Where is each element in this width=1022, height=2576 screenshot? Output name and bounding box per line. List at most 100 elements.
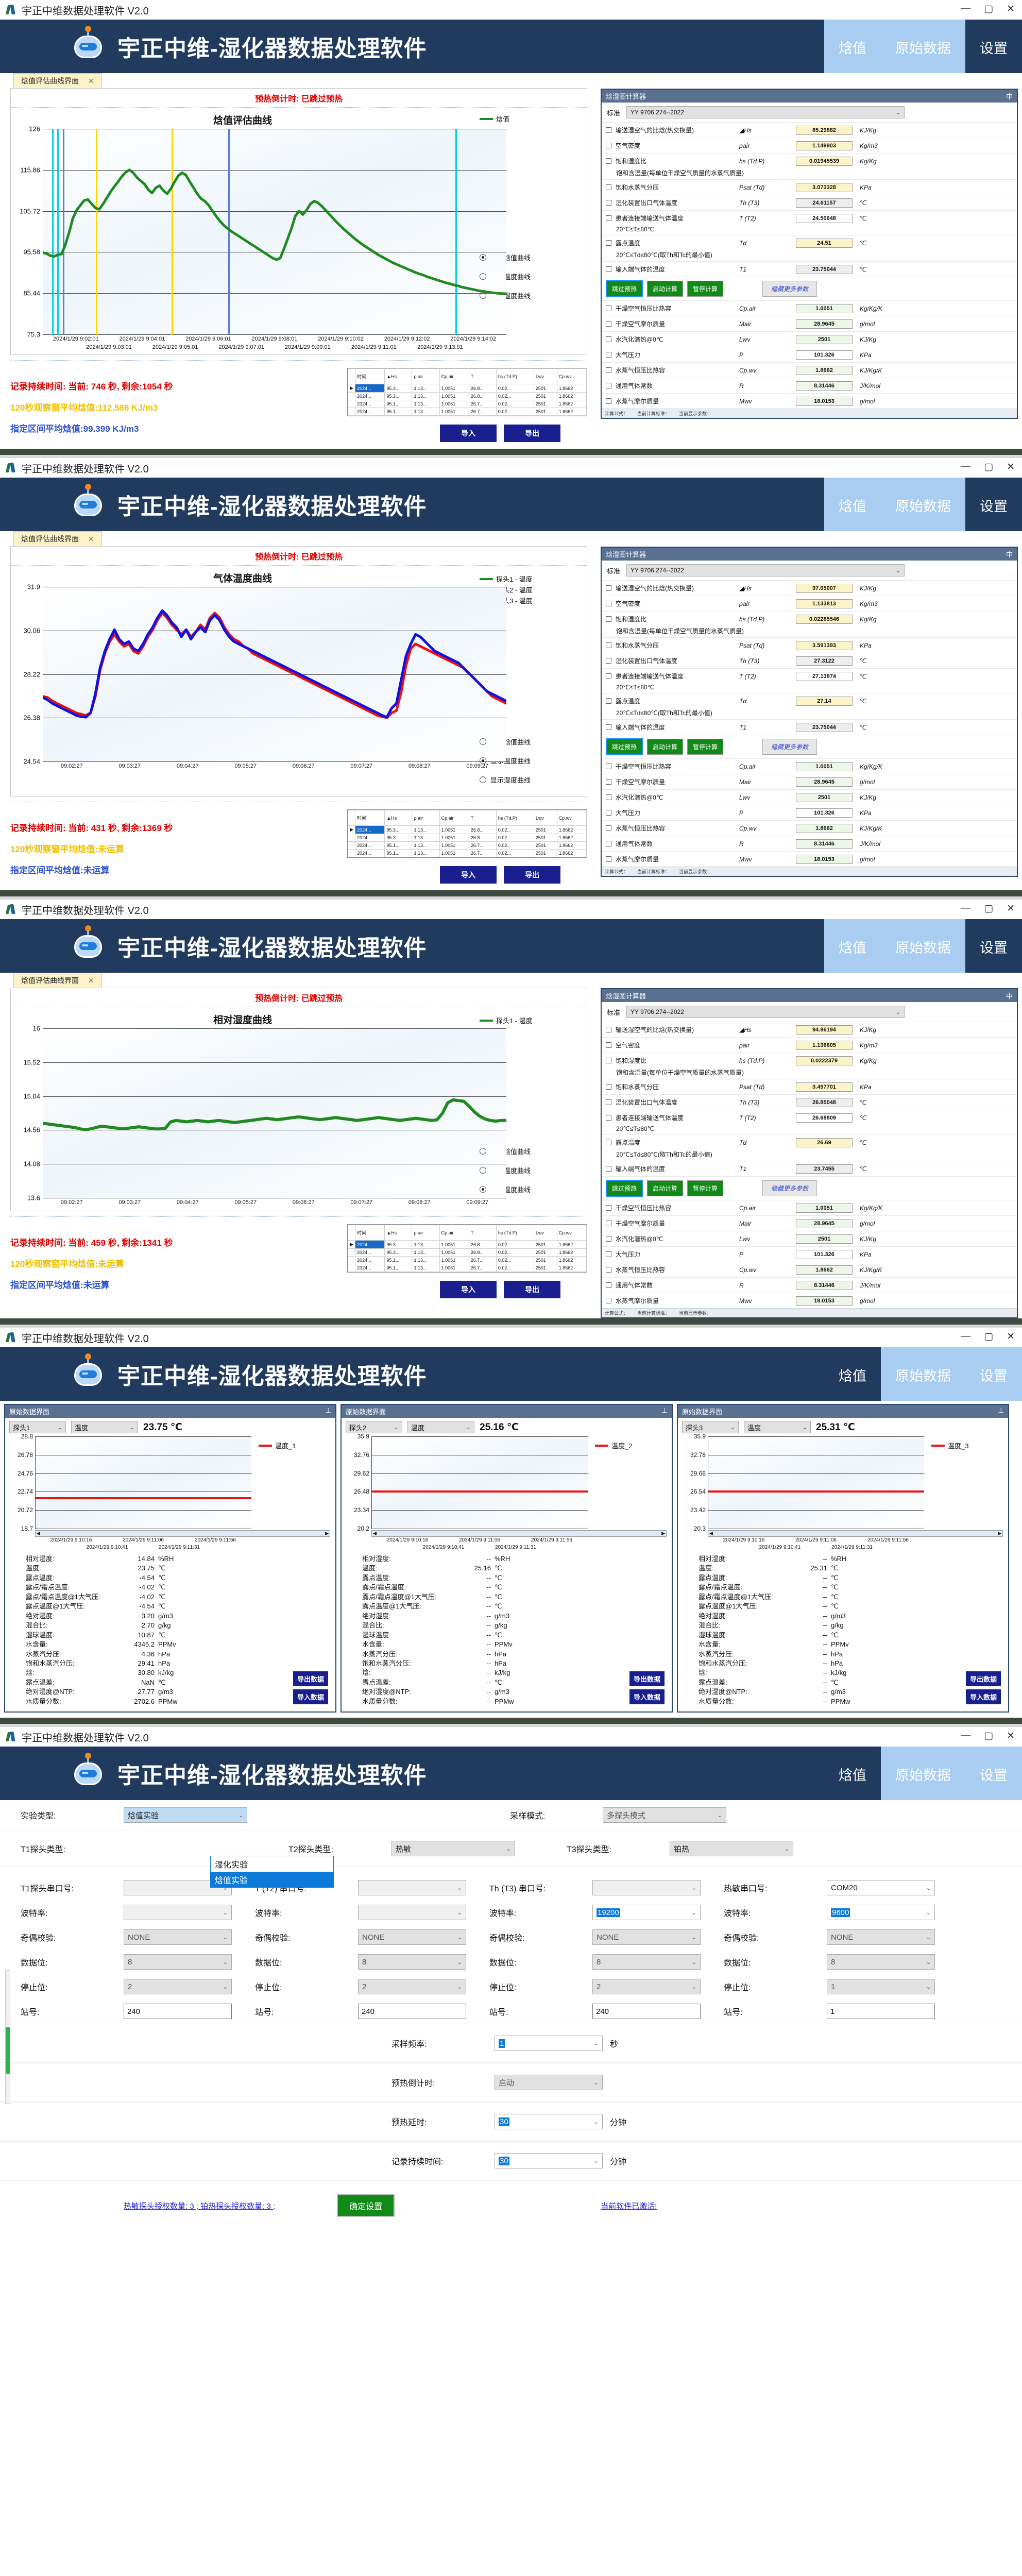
dropdown-option-0[interactable]: 湿化实验: [215, 1861, 248, 1870]
param-checkbox-7[interactable]: [606, 1166, 611, 1172]
activation-status[interactable]: 当前软件已激活!: [601, 2201, 657, 2211]
param-value-5[interactable]: 24.50648: [796, 213, 853, 223]
param-checkbox-0[interactable]: [606, 1027, 611, 1032]
param-value-6[interactable]: 27.14: [796, 696, 853, 706]
table-row[interactable]: 2024... 95.1... 1.13... 1.0051 26.7... 0.02..…: [348, 841, 587, 850]
param-value-2[interactable]: 0.02285546: [796, 614, 853, 624]
grid-cell-2-7[interactable]: 1.8662: [556, 400, 587, 408]
grid-cell-1-1[interactable]: 95.3...: [384, 392, 413, 400]
data-select-1[interactable]: 8 ⌄: [358, 1954, 466, 1970]
pin-icon-0[interactable]: ⊥: [325, 1406, 331, 1414]
maximize-button[interactable]: ▢: [984, 1331, 994, 1342]
grid-cell-3-7[interactable]: 1.8662: [556, 849, 587, 857]
station-input-0[interactable]: 240: [124, 2004, 232, 2020]
close-icon[interactable]: ✕: [88, 76, 94, 85]
extra-param-value-5[interactable]: 8.31446: [796, 1280, 853, 1290]
minimize-button[interactable]: —: [961, 461, 971, 472]
t2-type-select[interactable]: 热敏 ⌄: [391, 1841, 515, 1857]
grid-cell-0-6[interactable]: 2501: [533, 825, 557, 834]
maximize-button[interactable]: ▢: [984, 4, 994, 14]
pin-icon[interactable]: 中: [1006, 93, 1013, 100]
param-value-1[interactable]: 1.149903: [796, 141, 853, 150]
import-button[interactable]: 导入: [440, 1281, 497, 1298]
minimize-button[interactable]: —: [961, 1331, 971, 1342]
tab-0[interactable]: 焓值: [824, 20, 881, 73]
radio-dot-enthalpy[interactable]: [480, 1148, 486, 1155]
skip-button[interactable]: 跳过预热: [606, 1180, 643, 1197]
tab-2[interactable]: 设置: [980, 41, 1008, 56]
extra-param-checkbox-5[interactable]: [606, 1282, 611, 1288]
param-checkbox-5[interactable]: [606, 1115, 611, 1121]
grid-cell-0-2[interactable]: 1.13...: [412, 1240, 440, 1249]
grid-cell-0-3[interactable]: 1.0051: [439, 384, 469, 393]
parity-select-3[interactable]: NONE ⌄: [827, 1929, 935, 1945]
param-value-7[interactable]: 23.7455: [796, 1164, 853, 1174]
extra-param-checkbox-0[interactable]: [606, 764, 611, 769]
document-tab[interactable]: 焓值评估曲线界面 ✕: [13, 73, 102, 88]
grid-cell-3-6[interactable]: 2501: [533, 849, 557, 857]
horizontal-scrollbar-2[interactable]: ◀ ▶: [708, 1530, 1003, 1537]
grid-cell-0-0[interactable]: 2024...: [355, 384, 385, 393]
port-select-3[interactable]: COM20 ⌄: [827, 1880, 935, 1896]
grid-cell-1-2[interactable]: 1.13...: [412, 1248, 440, 1257]
radio-dot-humidity[interactable]: [480, 776, 486, 783]
skip-button[interactable]: 跳过预热: [606, 738, 643, 755]
grid-cell-2-4[interactable]: 26.7...: [468, 400, 497, 408]
param-value-6[interactable]: 26.69: [796, 1138, 853, 1147]
grid-cell-2-3[interactable]: 1.0051: [439, 400, 469, 408]
extra-param-checkbox-4[interactable]: [606, 825, 611, 831]
pin-icon-2[interactable]: ⊥: [998, 1406, 1004, 1414]
start-button[interactable]: 启动计算: [647, 1180, 684, 1196]
param-value-2[interactable]: 0.01945539: [796, 156, 853, 166]
pause-button[interactable]: 暂停计算: [687, 281, 724, 297]
table-row[interactable]: 2024... 95.3... 1.13... 1.0051 26.8... 0.02..…: [348, 1248, 587, 1257]
extra-param-checkbox-3[interactable]: [606, 810, 611, 816]
scroll-left-arrow-0[interactable]: ◀: [37, 1531, 40, 1536]
hide-params-button[interactable]: 隐藏更多参数: [762, 739, 817, 755]
maximize-button[interactable]: ▢: [984, 1731, 994, 1742]
param-value-5[interactable]: 27.13874: [796, 671, 853, 681]
grid-cell-3-6[interactable]: 2501: [533, 1264, 557, 1272]
radio-dot-temperature[interactable]: [480, 757, 486, 764]
table-row[interactable]: 2024... 95.1... 1.13... 1.0051 26.7... 0.02..…: [348, 408, 587, 416]
vertical-scrollbar[interactable]: [5, 1970, 10, 2105]
grid-cell-1-4[interactable]: 26.8...: [468, 834, 497, 842]
grid-cell-3-2[interactable]: 1.13...: [412, 408, 440, 416]
grid-cell-2-3[interactable]: 1.0051: [439, 1256, 469, 1264]
stop-select-1[interactable]: 2 ⌄: [358, 1979, 466, 1995]
param-value-7[interactable]: 23.75044: [796, 264, 853, 274]
extra-param-value-2[interactable]: 2501: [796, 792, 853, 802]
param-checkbox-4[interactable]: [606, 658, 611, 664]
extra-param-value-1[interactable]: 28.9645: [796, 319, 853, 329]
grid-cell-1-3[interactable]: 1.0051: [439, 1248, 469, 1257]
start-button[interactable]: 启动计算: [647, 281, 684, 297]
extra-param-checkbox-0[interactable]: [606, 306, 611, 311]
grid-cell-1-3[interactable]: 1.0051: [439, 392, 469, 400]
grid-cell-1-6[interactable]: 2501: [533, 834, 557, 842]
grid-cell-3-0[interactable]: 2024...: [355, 849, 385, 857]
close-button[interactable]: ✕: [1007, 1731, 1015, 1742]
extra-param-value-3[interactable]: 101.326: [796, 808, 853, 818]
import-data-button-0[interactable]: 导入数据: [293, 1689, 328, 1705]
table-row[interactable]: ▶ 2024... 95.3... 1.13... 1.0051 26.8... 0.02.…: [348, 1240, 587, 1249]
param-checkbox-5[interactable]: [606, 673, 611, 679]
extra-param-value-6[interactable]: 18.0153: [796, 396, 853, 406]
param-value-1[interactable]: 1.136605: [796, 1040, 853, 1050]
baud-select-3[interactable]: 9600 ⌄: [827, 1905, 935, 1921]
standard-select[interactable]: YY 9706.274--2022 ⌄: [626, 106, 905, 118]
param-value-1[interactable]: 1.133813: [796, 599, 853, 608]
extra-param-value-4[interactable]: 1.8662: [796, 1265, 853, 1275]
grid-cell-1-6[interactable]: 2501: [533, 1248, 557, 1257]
grid-cell-2-6[interactable]: 2501: [533, 400, 557, 408]
grid-cell-2-7[interactable]: 1.8662: [556, 1256, 587, 1264]
probe-select-1[interactable]: 探头2 ⌄: [346, 1421, 402, 1433]
table-row[interactable]: 2024... 95.3... 1.13... 1.0051 26.8... 0.02..…: [348, 834, 587, 842]
tab-0[interactable]: 焓值: [839, 1368, 866, 1384]
grid-cell-3-0[interactable]: 2024...: [355, 1264, 385, 1272]
close-button[interactable]: ✕: [1007, 903, 1015, 914]
experiment-type-select[interactable]: 焓值实验 ⌄: [124, 1807, 247, 1823]
extra-param-value-2[interactable]: 2501: [796, 334, 853, 344]
param-checkbox-6[interactable]: [606, 240, 611, 246]
grid-cell-2-6[interactable]: 2501: [533, 841, 557, 850]
close-button[interactable]: ✕: [1007, 462, 1015, 472]
